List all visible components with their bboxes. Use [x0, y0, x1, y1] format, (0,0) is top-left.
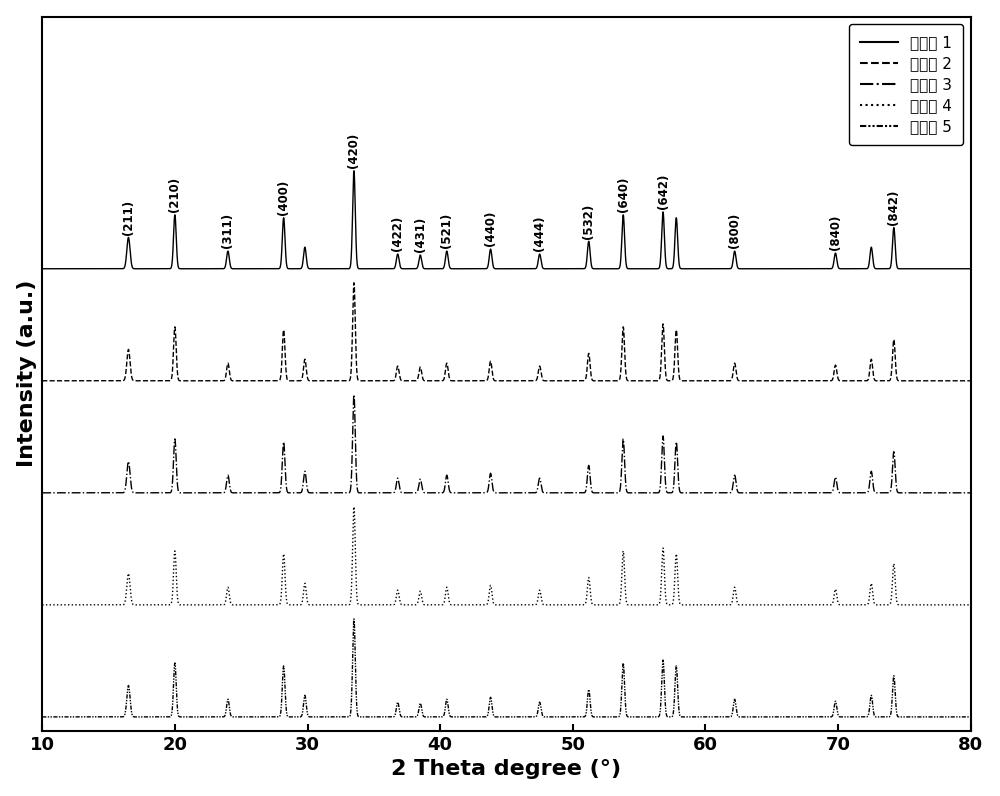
X-axis label: 2 Theta degree (°): 2 Theta degree (°) — [391, 759, 622, 779]
实施例 5 — [348, 615, 360, 624]
实施例 4 — [348, 502, 360, 512]
实施例 1 — [36, 264, 48, 274]
Text: (211): (211) — [122, 200, 135, 235]
实施例 3 — [875, 488, 887, 498]
实施例 4 — [386, 600, 398, 610]
实施例 2 — [386, 376, 398, 385]
实施例 3 — [386, 488, 398, 498]
实施例 2 — [348, 278, 360, 287]
Line: 实施例 1: 实施例 1 — [42, 170, 971, 269]
实施例 4 — [183, 600, 195, 610]
实施例 5 — [386, 712, 398, 722]
实施例 4 — [246, 600, 258, 610]
实施例 1 — [875, 264, 887, 274]
实施例 3 — [248, 488, 260, 498]
实施例 5 — [253, 712, 265, 722]
Text: (642): (642) — [657, 174, 670, 209]
Line: 实施例 4: 实施例 4 — [42, 507, 971, 605]
实施例 1 — [253, 264, 265, 274]
实施例 3 — [183, 488, 195, 498]
Text: (840): (840) — [829, 215, 842, 250]
Text: (521): (521) — [440, 213, 453, 248]
Text: (842): (842) — [887, 189, 900, 224]
实施例 4 — [253, 600, 265, 610]
实施例 2 — [246, 376, 258, 385]
实施例 2 — [36, 376, 48, 385]
实施例 2 — [253, 376, 265, 385]
实施例 2 — [965, 376, 977, 385]
Text: (532): (532) — [582, 203, 595, 239]
实施例 4 — [248, 600, 260, 610]
实施例 5 — [36, 712, 48, 722]
Y-axis label: Intensity (a.u.): Intensity (a.u.) — [17, 280, 37, 467]
实施例 1 — [246, 264, 258, 274]
实施例 5 — [248, 712, 260, 722]
实施例 5 — [965, 712, 977, 722]
Text: (420): (420) — [347, 133, 360, 168]
实施例 1 — [386, 264, 398, 274]
Text: (431): (431) — [414, 217, 427, 252]
实施例 3 — [348, 390, 360, 400]
实施例 3 — [965, 488, 977, 498]
实施例 3 — [36, 488, 48, 498]
实施例 4 — [965, 600, 977, 610]
实施例 1 — [348, 166, 360, 175]
Line: 实施例 3: 实施例 3 — [42, 395, 971, 493]
实施例 3 — [246, 488, 258, 498]
实施例 1 — [965, 264, 977, 274]
实施例 4 — [875, 600, 887, 610]
实施例 4 — [36, 600, 48, 610]
实施例 3 — [253, 488, 265, 498]
Text: (210): (210) — [168, 177, 181, 212]
实施例 2 — [875, 376, 887, 385]
Text: (640): (640) — [617, 177, 630, 212]
Text: (800): (800) — [728, 213, 741, 248]
实施例 2 — [248, 376, 260, 385]
实施例 1 — [183, 264, 195, 274]
Text: (400): (400) — [277, 180, 290, 215]
Text: (444): (444) — [533, 216, 546, 252]
实施例 2 — [183, 376, 195, 385]
Text: (422): (422) — [391, 216, 404, 252]
实施例 5 — [875, 712, 887, 722]
实施例 1 — [248, 264, 260, 274]
实施例 5 — [183, 712, 195, 722]
Text: (311): (311) — [221, 213, 234, 248]
实施例 5 — [246, 712, 258, 722]
Legend: 实施例 1, 实施例 2, 实施例 3, 实施例 4, 实施例 5: 实施例 1, 实施例 2, 实施例 3, 实施例 4, 实施例 5 — [849, 25, 963, 145]
Line: 实施例 2: 实施例 2 — [42, 283, 971, 380]
Text: (440): (440) — [484, 211, 497, 246]
Line: 实施例 5: 实施例 5 — [42, 619, 971, 717]
